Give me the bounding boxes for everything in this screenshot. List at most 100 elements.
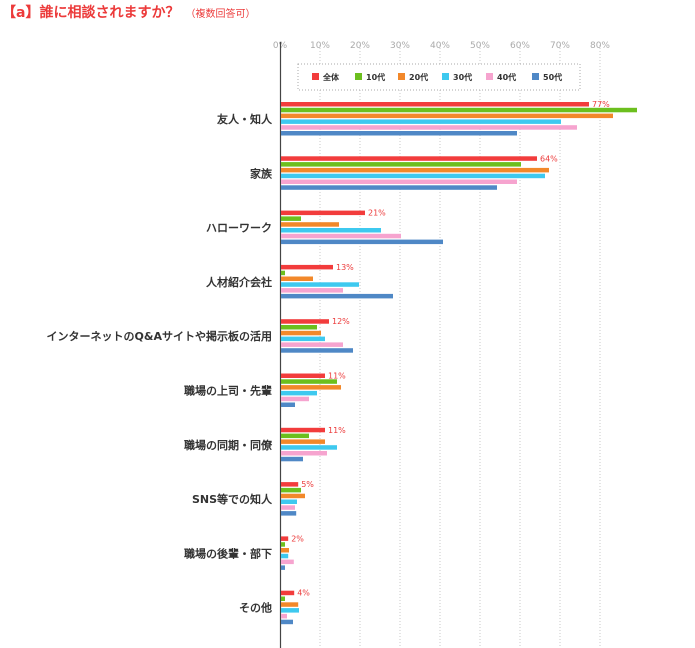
bar [281,596,285,601]
category-label: 家族 [250,166,273,180]
value-label: 21% [368,209,386,218]
bar [281,373,325,378]
bar [281,536,289,541]
bar [281,487,301,493]
bar [281,559,294,565]
bar [281,113,613,119]
legend-label: 50代 [543,72,562,82]
bar [281,608,299,613]
bar [281,319,329,324]
x-tick-label: 20% [350,41,370,51]
bar [281,548,289,553]
bar [281,619,293,625]
category-label: 友人・知人 [217,112,273,126]
bar [281,282,359,287]
value-label: 2% [291,534,304,543]
x-tick-label: 30% [390,41,410,51]
bar [281,264,333,270]
category-label: その他 [239,601,272,615]
bar [281,336,325,342]
legend-swatch [532,73,539,80]
value-label: 11% [328,372,346,381]
bar [281,107,637,113]
bar [281,451,327,456]
bar [281,156,537,161]
bar [281,511,297,516]
bar [281,119,561,124]
category-label: 職場の上司・先輩 [184,384,272,398]
bar [281,233,401,239]
bar [281,402,295,407]
bar [281,288,343,293]
legend-swatch [442,73,449,80]
legend-swatch [398,73,405,80]
bar [281,173,545,179]
bar [281,427,325,433]
value-label: 11% [328,426,346,435]
bar [281,542,285,547]
bar [281,222,339,227]
bar [281,131,517,136]
bar [281,179,517,184]
bar [281,499,297,504]
bar [281,167,549,173]
x-tick-label: 50% [470,41,490,51]
bar [281,553,289,559]
bar [281,239,443,245]
value-label: 64% [540,154,558,163]
chart-title-qualifier: （複数回答可） [185,9,256,20]
x-tick-label: 70% [550,41,570,51]
bar [281,342,343,347]
category-label: SNS等での知人 [192,492,273,506]
value-label: 12% [332,317,350,326]
bar [281,456,303,462]
legend-label: 40代 [497,72,516,82]
bar [281,293,393,299]
bar [281,396,309,402]
x-tick-label: 10% [310,41,330,51]
bar [281,602,299,607]
bar [281,325,317,330]
category-label: インターネットのQ&Aサイトや掲示板の活用 [47,329,272,343]
bar [281,216,301,221]
bar [281,102,589,107]
legend-label: 全体 [322,72,340,82]
bar [281,270,285,276]
category-label: 職場の後輩・部下 [184,546,272,560]
legend-swatch [355,73,362,80]
bar [281,482,299,487]
legend-swatch [486,73,493,80]
bar [281,125,577,130]
value-label: 4% [297,589,310,598]
bar [281,330,321,336]
category-label: 職場の同期・同僚 [184,438,273,452]
bar [281,228,381,233]
bar [281,379,337,384]
bar [281,505,295,510]
bar [281,385,341,390]
bar [281,493,305,499]
category-label: ハローワーク [206,222,272,235]
legend-swatch [312,73,319,80]
value-label: 13% [336,263,354,272]
x-tick-label: 80% [590,41,610,51]
chart-title: 【a】誰に相談されますか？ （複数回答可） [2,2,255,22]
bar [281,390,317,396]
legend-label: 20代 [409,72,428,82]
bar [281,445,337,450]
bar [281,210,365,216]
legend-label: 10代 [366,72,385,82]
bar [281,276,313,281]
bar [281,433,309,439]
bar [281,565,285,570]
legend-label: 30代 [453,72,472,82]
x-tick-label: 40% [430,41,450,51]
bar [281,348,353,353]
value-label: 77% [592,100,610,109]
bar [281,162,521,167]
bar [281,439,325,444]
bar [281,185,497,190]
category-label: 人材紹介会社 [206,275,272,289]
bar [281,590,295,596]
